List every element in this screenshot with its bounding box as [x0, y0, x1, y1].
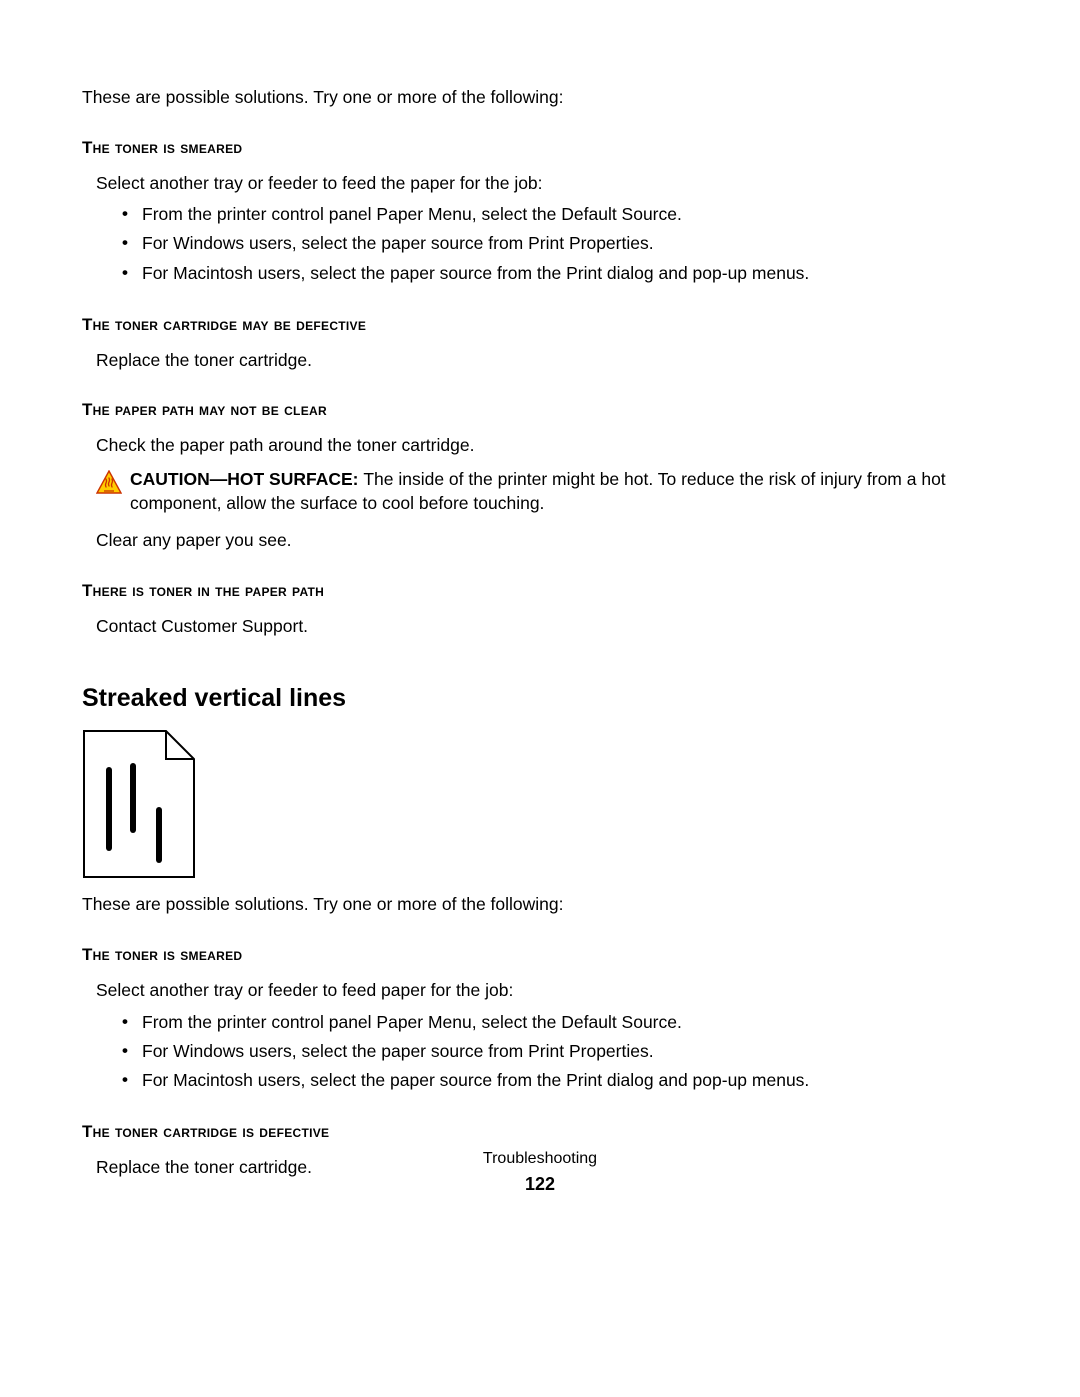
heading-toner-in-path: There is toner in the paper path: [82, 581, 998, 601]
heading-paper-path-clear: The paper path may not be clear: [82, 400, 998, 420]
bullet-item: For Windows users, select the paper sour…: [128, 1038, 998, 1065]
bullet-item: From the printer control panel Paper Men…: [128, 1009, 998, 1036]
block-toner-smeared-2: Select another tray or feeder to feed pa…: [82, 979, 998, 1094]
footer-section-name: Troubleshooting: [0, 1150, 1080, 1168]
bullets-toner-smeared-1: From the printer control panel Paper Men…: [96, 201, 998, 286]
body-paper-path-1: Check the paper path around the toner ca…: [96, 434, 998, 458]
heading-toner-smeared-1: The toner is smeared: [82, 138, 998, 158]
footer-page-number: 122: [0, 1174, 1080, 1195]
block-cartridge-defective-1: Replace the toner cartridge.: [82, 349, 998, 373]
intro-text-2: These are possible solutions. Try one or…: [82, 893, 998, 917]
block-toner-in-path: Contact Customer Support.: [82, 615, 998, 639]
caution-hot-surface-icon: [96, 470, 122, 494]
bullet-item: From the printer control panel Paper Men…: [128, 201, 998, 228]
block-toner-smeared-1: Select another tray or feeder to feed th…: [82, 172, 998, 287]
intro-text-1: These are possible solutions. Try one or…: [82, 86, 998, 110]
heading-toner-smeared-2: The toner is smeared: [82, 945, 998, 965]
block-paper-path-clear: Check the paper path around the toner ca…: [82, 434, 998, 553]
page-footer: Troubleshooting 122: [0, 1150, 1080, 1195]
heading-cartridge-defective-1: The toner cartridge may be defective: [82, 315, 998, 335]
bullets-toner-smeared-2: From the printer control panel Paper Men…: [96, 1009, 998, 1094]
body-paper-path-2: Clear any paper you see.: [96, 529, 998, 553]
caution-label: CAUTION—HOT SURFACE:: [130, 469, 363, 489]
caution-row: CAUTION—HOT SURFACE: The inside of the p…: [96, 468, 998, 515]
caution-text: CAUTION—HOT SURFACE: The inside of the p…: [130, 468, 998, 515]
body-cartridge-defective-1: Replace the toner cartridge.: [96, 349, 998, 373]
page-content: These are possible solutions. Try one or…: [82, 86, 998, 1186]
body-toner-in-path: Contact Customer Support.: [96, 615, 998, 639]
bullet-item: For Macintosh users, select the paper so…: [128, 260, 998, 287]
lead-toner-smeared-2: Select another tray or feeder to feed pa…: [96, 979, 998, 1003]
heading-cartridge-defective-2: The toner cartridge is defective: [82, 1122, 998, 1142]
bullet-item: For Windows users, select the paper sour…: [128, 230, 998, 257]
lead-toner-smeared-1: Select another tray or feeder to feed th…: [96, 172, 998, 196]
section-title-streaked: Streaked vertical lines: [82, 684, 998, 713]
bullet-item: For Macintosh users, select the paper so…: [128, 1067, 998, 1094]
diagram-streaked-lines: [82, 729, 196, 879]
